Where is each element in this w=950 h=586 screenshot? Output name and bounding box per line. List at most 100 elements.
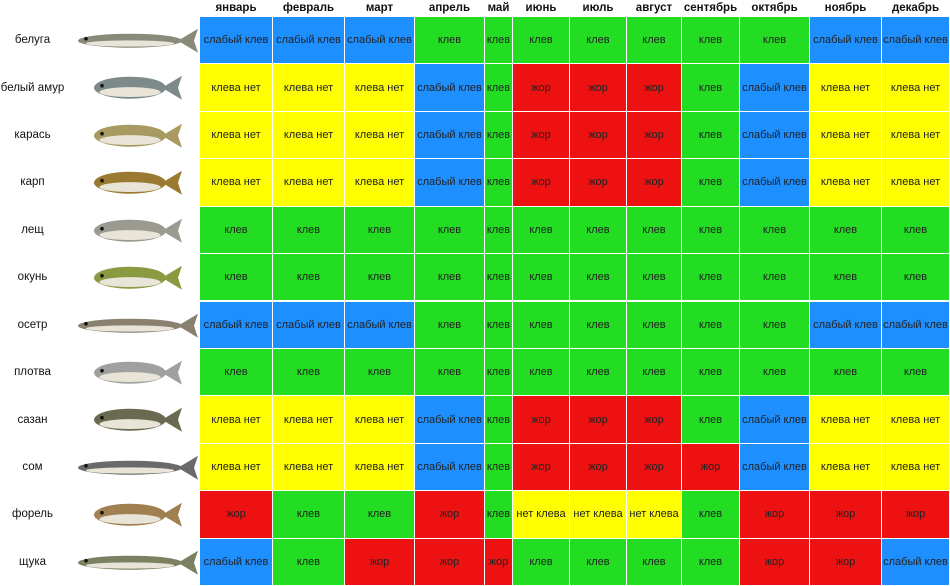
month-header: май bbox=[485, 0, 513, 17]
fish-name: щука bbox=[0, 539, 65, 586]
month-header: октябрь bbox=[740, 0, 810, 17]
bite-cell: жор bbox=[570, 159, 627, 207]
month-header: февраль bbox=[273, 0, 345, 17]
bite-cell: жор bbox=[570, 64, 627, 112]
fish-name: осетр bbox=[0, 302, 65, 349]
bite-cell: клев bbox=[513, 206, 570, 255]
bite-cell: нет клева bbox=[570, 491, 627, 539]
bite-cell: клева нет bbox=[810, 111, 882, 160]
bite-cell: жор bbox=[570, 396, 627, 444]
bite-cell: слабый клев bbox=[740, 159, 810, 207]
bite-cell: слабый клев bbox=[273, 301, 345, 349]
bite-cell: жор bbox=[627, 396, 682, 444]
bite-cell: клева нет bbox=[200, 159, 273, 207]
fish-image bbox=[94, 123, 182, 148]
bite-cell: клев bbox=[485, 443, 513, 492]
bite-cell: слабый клев bbox=[882, 538, 950, 586]
bite-cell: клев bbox=[682, 254, 740, 302]
bite-cell: жор bbox=[415, 538, 485, 586]
bite-cell: слабый клев bbox=[740, 64, 810, 112]
bite-cell: клев bbox=[485, 301, 513, 349]
bite-cell: клев bbox=[513, 17, 570, 65]
bite-cell: слабый клев bbox=[882, 17, 950, 65]
bite-cell: жор bbox=[415, 491, 485, 539]
month-header: ноябрь bbox=[810, 0, 882, 17]
bite-cell: клев bbox=[810, 348, 882, 397]
bite-cell: клев bbox=[682, 396, 740, 444]
fish-name: плотва bbox=[0, 349, 65, 397]
fish-name: карп bbox=[0, 159, 65, 207]
fish-name: сазан bbox=[0, 396, 65, 444]
bite-cell: клев bbox=[682, 159, 740, 207]
bite-cell: клева нет bbox=[200, 64, 273, 112]
bite-cell: клев bbox=[810, 206, 882, 255]
fish-image bbox=[78, 313, 198, 338]
bite-cell: клев bbox=[485, 17, 513, 65]
bite-cell: клев bbox=[682, 64, 740, 112]
bite-cell: жор bbox=[345, 538, 415, 586]
bite-cell: клева нет bbox=[273, 443, 345, 492]
bite-cell: жор bbox=[882, 491, 950, 539]
bite-cell: клев bbox=[345, 254, 415, 302]
bite-cell: клев bbox=[740, 17, 810, 65]
bite-cell: слабый клев bbox=[345, 17, 415, 65]
bite-cell: слабый клев bbox=[810, 17, 882, 65]
bite-cell: слабый клев bbox=[740, 111, 810, 160]
fish-name: сом bbox=[0, 444, 65, 492]
bite-cell: клев bbox=[485, 396, 513, 444]
bite-cell: клева нет bbox=[810, 159, 882, 207]
fish-name: лещ bbox=[0, 207, 65, 255]
month-header: январь bbox=[200, 0, 273, 17]
bite-cell: жор bbox=[627, 111, 682, 160]
bite-cell: клев bbox=[513, 348, 570, 397]
bite-cell: клев bbox=[627, 206, 682, 255]
bite-cell: клева нет bbox=[810, 396, 882, 444]
bite-cell: клева нет bbox=[882, 111, 950, 160]
bite-cell: жор bbox=[513, 64, 570, 112]
fish-name: форель bbox=[0, 491, 65, 539]
bite-cell: клев bbox=[882, 348, 950, 397]
fish-image bbox=[94, 502, 182, 527]
bite-cell: клева нет bbox=[345, 159, 415, 207]
month-header: июнь bbox=[513, 0, 570, 17]
bite-cell: клева нет bbox=[345, 64, 415, 112]
fish-name: карась bbox=[0, 112, 65, 160]
bite-cell: клев bbox=[485, 254, 513, 302]
bite-cell: слабый клев bbox=[345, 301, 415, 349]
fish-image bbox=[94, 170, 182, 195]
bite-cell: клев bbox=[513, 538, 570, 586]
bite-cell: клев bbox=[740, 301, 810, 349]
bite-cell: клев bbox=[200, 206, 273, 255]
bite-cell: жор bbox=[570, 111, 627, 160]
bite-cell: клев bbox=[415, 301, 485, 349]
bite-cell: клев bbox=[570, 206, 627, 255]
fish-name: белуга bbox=[0, 17, 65, 65]
fish-image bbox=[78, 550, 198, 575]
bite-cell: клева нет bbox=[882, 64, 950, 112]
bite-cell: слабый клев bbox=[200, 538, 273, 586]
bite-cell: клев bbox=[485, 491, 513, 539]
fish-image bbox=[94, 76, 182, 101]
bite-cell: клев bbox=[570, 254, 627, 302]
month-header: июль bbox=[570, 0, 627, 17]
fish-image bbox=[94, 360, 182, 385]
bite-cell: клев bbox=[682, 206, 740, 255]
fish-image bbox=[78, 28, 198, 53]
bite-cell: жор bbox=[682, 443, 740, 492]
bite-cell: жор bbox=[513, 443, 570, 492]
bite-cell: слабый клев bbox=[740, 396, 810, 444]
bite-cell: клев bbox=[570, 17, 627, 65]
bite-cell: клева нет bbox=[273, 111, 345, 160]
bite-cell: клев bbox=[485, 348, 513, 397]
bite-cell: клев bbox=[485, 64, 513, 112]
bite-cell: клев bbox=[273, 206, 345, 255]
bite-cell: жор bbox=[627, 64, 682, 112]
bite-cell: жор bbox=[570, 443, 627, 492]
bite-cell: клева нет bbox=[273, 64, 345, 112]
bite-cell: клев bbox=[513, 254, 570, 302]
bite-cell: клев bbox=[345, 348, 415, 397]
month-header: декабрь bbox=[882, 0, 950, 17]
fish-image bbox=[94, 265, 182, 290]
bite-cell: жор bbox=[627, 159, 682, 207]
